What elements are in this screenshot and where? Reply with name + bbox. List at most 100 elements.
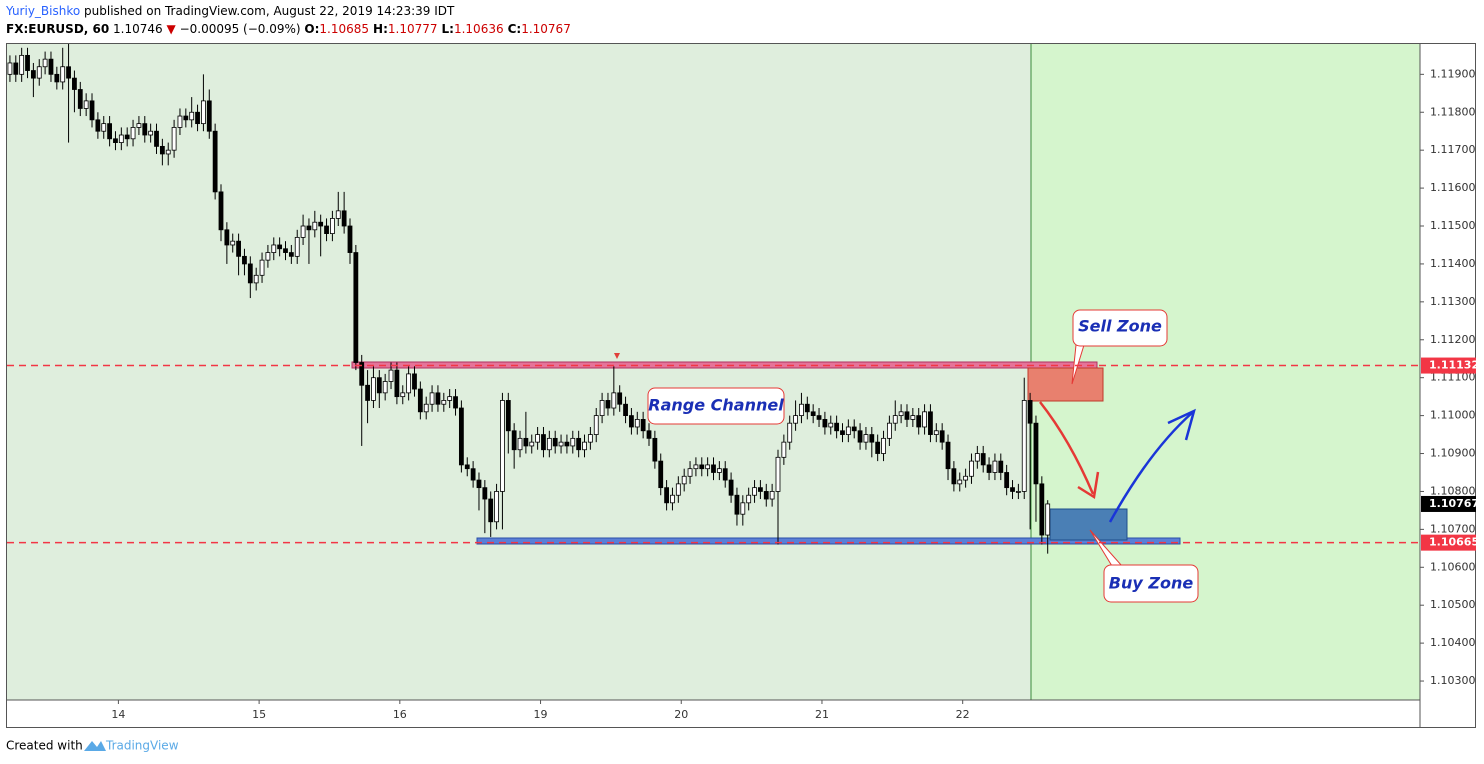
direction: ▼ bbox=[166, 22, 176, 36]
candle-body bbox=[535, 434, 541, 443]
candle-body bbox=[511, 430, 517, 451]
candle-body bbox=[816, 415, 822, 420]
candle-body bbox=[758, 487, 763, 492]
candle-body bbox=[716, 468, 722, 473]
candle-body bbox=[330, 218, 335, 234]
candle-body bbox=[212, 130, 218, 193]
y-tick-label: 1.10800 bbox=[1430, 484, 1476, 497]
candle-body bbox=[288, 252, 294, 257]
candle-body bbox=[922, 411, 927, 428]
candle-body bbox=[417, 388, 423, 413]
candle-body bbox=[312, 221, 318, 231]
candle-body bbox=[957, 479, 963, 485]
candle-body bbox=[529, 441, 535, 447]
candle-body bbox=[224, 229, 230, 246]
candle-body bbox=[218, 191, 224, 231]
sell-zone bbox=[1027, 367, 1104, 402]
candle-body bbox=[359, 362, 365, 386]
y-tick-label: 1.11000 bbox=[1430, 409, 1476, 422]
candle-body bbox=[587, 434, 593, 443]
candle-body bbox=[840, 430, 845, 435]
candle-body bbox=[77, 89, 83, 109]
candle-body bbox=[951, 468, 957, 485]
price: 1.10746 bbox=[113, 22, 163, 36]
range-label: Range Channel bbox=[648, 396, 784, 415]
up-arrow bbox=[1108, 411, 1194, 523]
x-tick-label: 14 bbox=[111, 708, 125, 721]
candle-body bbox=[687, 468, 693, 477]
x-tick-label: 16 bbox=[393, 708, 407, 721]
candle-body bbox=[675, 483, 681, 496]
candle-body bbox=[1039, 483, 1045, 536]
plot bbox=[7, 44, 1051, 554]
candle-body bbox=[30, 70, 36, 79]
candle-body bbox=[500, 400, 505, 492]
candle-body bbox=[36, 66, 42, 79]
y-tick-label: 1.11300 bbox=[1430, 295, 1476, 308]
symbol: FX:EURUSD, 60 bbox=[6, 22, 110, 36]
ohlc-label: L: bbox=[441, 22, 454, 36]
past-background bbox=[7, 44, 1031, 700]
candle-body bbox=[617, 392, 623, 405]
frame bbox=[6, 43, 1476, 728]
candle-body bbox=[230, 240, 236, 246]
candle-body bbox=[453, 396, 458, 409]
x-tick-label: 19 bbox=[534, 708, 548, 721]
candle-body bbox=[1015, 491, 1021, 493]
candle-body bbox=[206, 100, 212, 132]
footer-brand[interactable]: TradingView bbox=[105, 739, 179, 753]
candle-body bbox=[189, 111, 195, 121]
author[interactable]: Yuriy_Bishko bbox=[6, 4, 81, 18]
y-tick-label: 1.11600 bbox=[1430, 181, 1476, 194]
candle-body bbox=[546, 437, 552, 451]
candle-body bbox=[793, 415, 798, 424]
candle-body bbox=[945, 441, 951, 470]
candle-body bbox=[810, 411, 816, 417]
candle-body bbox=[670, 494, 675, 504]
candle-body bbox=[910, 415, 916, 420]
candle-body bbox=[488, 498, 494, 523]
sell-callout bbox=[1072, 309, 1168, 347]
price-label-box bbox=[1421, 357, 1476, 374]
y-tick-label: 1.10300 bbox=[1430, 674, 1476, 687]
candle-body bbox=[177, 115, 183, 128]
candle-body bbox=[933, 430, 939, 435]
candle-body bbox=[7, 62, 13, 75]
candle-body bbox=[892, 415, 898, 424]
candle-body bbox=[318, 221, 324, 227]
candle-body bbox=[863, 434, 869, 443]
candle-body bbox=[130, 127, 136, 140]
candle-body bbox=[482, 487, 488, 500]
candle-body bbox=[1004, 472, 1010, 489]
symbol-line: FX:EURUSD, 60 1.10746 ▼ −0.00095 (−0.09%… bbox=[6, 22, 575, 36]
candle-body bbox=[1045, 503, 1051, 536]
candle-body bbox=[992, 460, 998, 473]
candle-body bbox=[388, 369, 394, 382]
candle-body bbox=[353, 252, 359, 363]
candle-body bbox=[769, 491, 775, 500]
down-arrow-head bbox=[1077, 471, 1100, 500]
candle-body bbox=[916, 415, 922, 428]
logo-mark bbox=[84, 741, 106, 751]
candle-body bbox=[869, 434, 875, 443]
price-label-box bbox=[1421, 495, 1476, 512]
range-bottom bbox=[476, 537, 1181, 545]
candle-body bbox=[19, 54, 25, 75]
candle-body bbox=[283, 248, 288, 253]
candle-body bbox=[60, 66, 66, 83]
candle-body bbox=[740, 502, 746, 515]
candle-body bbox=[400, 392, 406, 398]
candle-body bbox=[42, 58, 48, 68]
candle-body bbox=[341, 210, 347, 227]
y-tick-label: 1.11200 bbox=[1430, 333, 1476, 346]
candle-body bbox=[95, 119, 101, 132]
candle-body bbox=[634, 418, 640, 428]
candle-body bbox=[13, 62, 19, 75]
candle-body bbox=[886, 422, 892, 439]
candle-body bbox=[335, 210, 341, 219]
candle-body bbox=[72, 77, 77, 90]
candle-body bbox=[66, 66, 71, 79]
x-tick-label: 21 bbox=[815, 708, 829, 721]
candle-body bbox=[83, 100, 89, 109]
